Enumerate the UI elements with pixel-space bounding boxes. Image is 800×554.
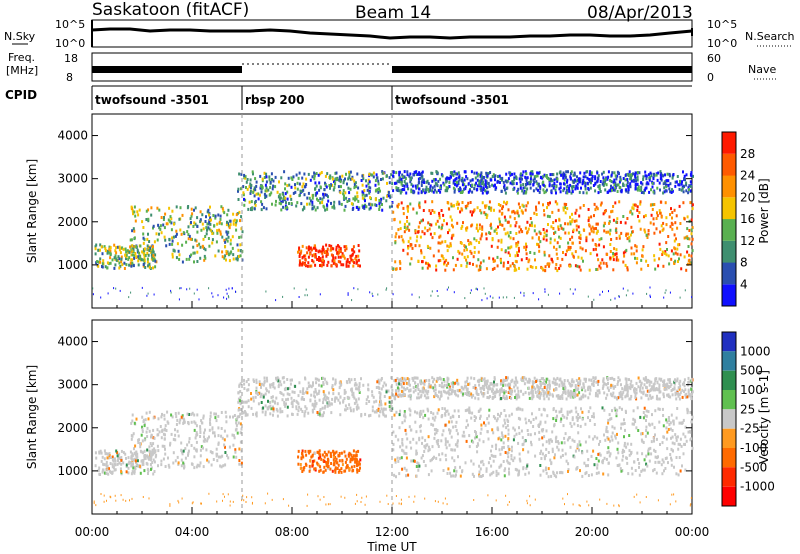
colorbar-tick-label: 25: [740, 402, 755, 416]
colorbar-tick-label: 8: [740, 256, 748, 270]
colorbar-tick-label: 12: [740, 234, 755, 248]
colorbar-swatch: [722, 390, 736, 410]
colorbar-swatch: [722, 351, 736, 371]
x-tick-label: 08:00: [275, 525, 310, 539]
time-axis: 00:00 04:00 08:00 12:00 16:00 20:00 00:00: [75, 301, 710, 539]
cpid-label: CPID: [5, 88, 37, 102]
n-sky-tick-low: 10^0: [55, 37, 85, 50]
n-sky-label: N.Sky: [4, 30, 36, 43]
frequency-panel: [91, 52, 693, 82]
y-tick-label: 4000: [57, 129, 88, 143]
y-tick-label: 4000: [57, 335, 88, 349]
x-tick-label: 04:00: [175, 525, 210, 539]
colorbar-tick-label: -500: [740, 460, 767, 474]
velocity-ylabel: Slant Range [km]: [25, 365, 39, 469]
date-title: 08/Apr/2013: [587, 3, 693, 23]
beam-title: Beam 14: [355, 3, 431, 23]
x-tick-label: 12:00: [375, 525, 410, 539]
colorbar-swatch: [722, 197, 736, 220]
noise-sky-line: [91, 27, 693, 40]
y-tick-label: 1000: [57, 464, 88, 478]
colorbar-tick-label: 500: [740, 364, 763, 378]
colorbar-swatch: [722, 448, 736, 468]
y-tick-label: 3000: [57, 172, 88, 186]
colorbar-tick-label: -25: [740, 422, 760, 436]
freq-band-2: [392, 66, 692, 73]
colorbar-tick-label: -100: [740, 441, 767, 455]
colorbar-tick-label: 16: [740, 212, 755, 226]
colorbar-swatch: [722, 219, 736, 241]
power-colorbar-label: Power [dB]: [757, 178, 771, 243]
cpid-segment-label: twofsound -3501: [395, 93, 509, 107]
x-tick-label: 20:00: [575, 525, 610, 539]
colorbar-tick-label: 24: [740, 169, 755, 183]
nave-tick-low: 0: [707, 71, 714, 84]
colorbar-swatch: [722, 486, 736, 506]
power-ylabel: Slant Range [km]: [25, 159, 39, 263]
y-tick-label: 3000: [57, 378, 88, 392]
colorbar-swatch: [722, 175, 736, 198]
freq-band-1: [92, 66, 242, 73]
velocity-panel: 1000 2000 3000 4000: [57, 319, 694, 515]
colorbar-swatch: [722, 262, 736, 285]
n-search-tick-low: 10^0: [707, 37, 737, 50]
n-search-tick-high: 10^5: [707, 18, 737, 31]
colorbar-tick-label: -1000: [740, 480, 775, 494]
colorbar-tick-label: 20: [740, 190, 755, 204]
nave-tick-high: 60: [707, 52, 721, 65]
velocity-colorbar: 1000 500 100 25 -25 -100 -500 -1000: [721, 331, 775, 507]
cpid-bar: twofsound -3501 rbsp 200 twofsound -3501: [91, 85, 692, 110]
x-tick-label: 00:00: [675, 525, 710, 539]
colorbar-swatch: [722, 240, 736, 263]
velocity-scatter-data: [93, 320, 694, 514]
cpid-segment-label: twofsound -3501: [95, 93, 209, 107]
freq-label: Freq.: [8, 51, 35, 64]
freq-unit-label: [MHz]: [6, 64, 38, 77]
velocity-colorbar-label: Velocity [m s-1]: [757, 370, 771, 464]
colorbar-tick-label: 100: [740, 383, 763, 397]
x-tick-label: 16:00: [475, 525, 510, 539]
n-sky-tick-high: 10^5: [55, 18, 85, 31]
y-tick-label: 1000: [57, 258, 88, 272]
nave-label: Nave: [748, 63, 776, 76]
colorbar-tick-label: 4: [740, 277, 748, 291]
noise-panel: [91, 19, 693, 48]
power-panel: 1000 2000 3000 4000: [57, 113, 694, 309]
colorbar-swatch: [722, 409, 736, 429]
colorbar-swatch: [722, 284, 736, 307]
colorbar-swatch: [722, 370, 736, 390]
colorbar-swatch: [722, 332, 736, 352]
colorbar-swatch: [722, 467, 736, 487]
colorbar-tick-label: 1000: [740, 344, 771, 358]
station-title: Saskatoon (fitACF): [92, 0, 249, 20]
n-search-label: N.Search: [745, 30, 795, 43]
colorbar-swatch: [722, 428, 736, 448]
colorbar-swatch: [722, 132, 736, 154]
y-tick-label: 2000: [57, 421, 88, 435]
x-tick-label: 00:00: [75, 525, 110, 539]
power-scatter-data: [92, 114, 694, 308]
cpid-segment-label: rbsp 200: [245, 93, 304, 107]
freq-tick-low: 8: [66, 71, 73, 84]
colorbar-swatch: [722, 153, 736, 176]
time-axis-label: Time UT: [366, 540, 417, 554]
freq-tick-high: 18: [64, 52, 78, 65]
y-tick-label: 2000: [57, 215, 88, 229]
power-colorbar: 4 8 12 16 20 24 28: [721, 131, 755, 307]
colorbar-tick-label: 28: [740, 147, 755, 161]
